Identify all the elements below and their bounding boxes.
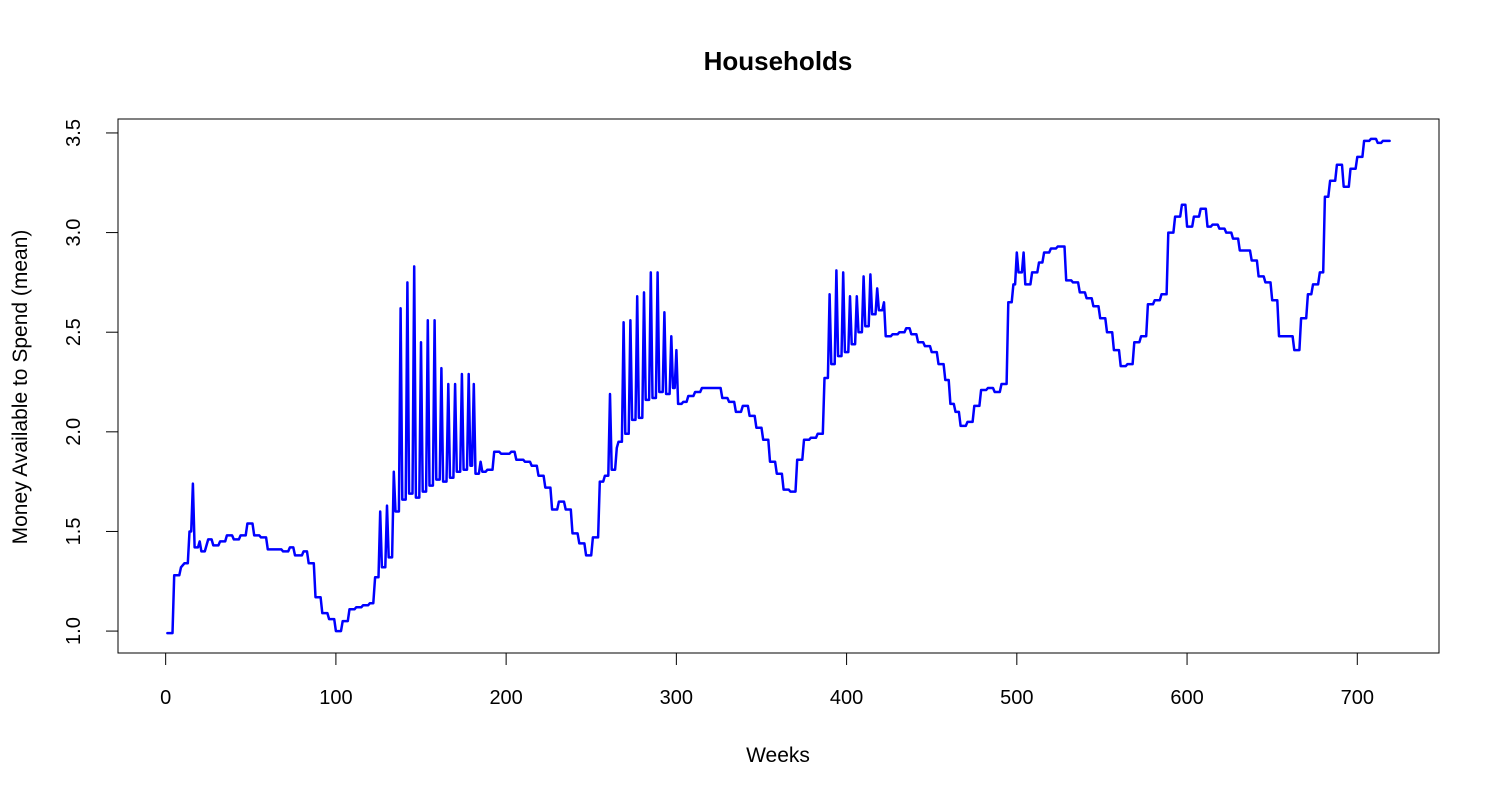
x-axis-label: Weeks: [746, 744, 810, 767]
plot-frame: [117, 118, 1440, 654]
series-line-1: [166, 137, 1391, 635]
x-tick-label: 200: [489, 687, 522, 709]
y-axis: 1.0 1.5 2.0 2.5 3.0 3.5: [63, 119, 119, 645]
x-tick-label: 500: [1000, 687, 1033, 709]
chart-title: Households: [704, 46, 853, 76]
y-tick-label: 3.0: [63, 219, 85, 247]
x-tick-label: 0: [160, 687, 171, 709]
x-tick-label: 400: [830, 687, 863, 709]
y-tick-label: 1.0: [63, 617, 85, 645]
y-tick-label: 3.5: [63, 119, 85, 147]
x-tick-label: 700: [1341, 687, 1374, 709]
x-axis: 0 100 200 300 400 500 600 700: [160, 652, 1374, 709]
y-axis-label: Money Available to Spend (mean): [9, 230, 32, 545]
x-tick-label: 100: [319, 687, 352, 709]
y-tick-label: 2.5: [63, 318, 85, 346]
plot-area: [166, 137, 1391, 635]
y-tick-label: 2.0: [63, 418, 85, 446]
y-tick-label: 1.5: [63, 518, 85, 546]
x-tick-label: 600: [1170, 687, 1203, 709]
x-tick-label: 300: [660, 687, 693, 709]
